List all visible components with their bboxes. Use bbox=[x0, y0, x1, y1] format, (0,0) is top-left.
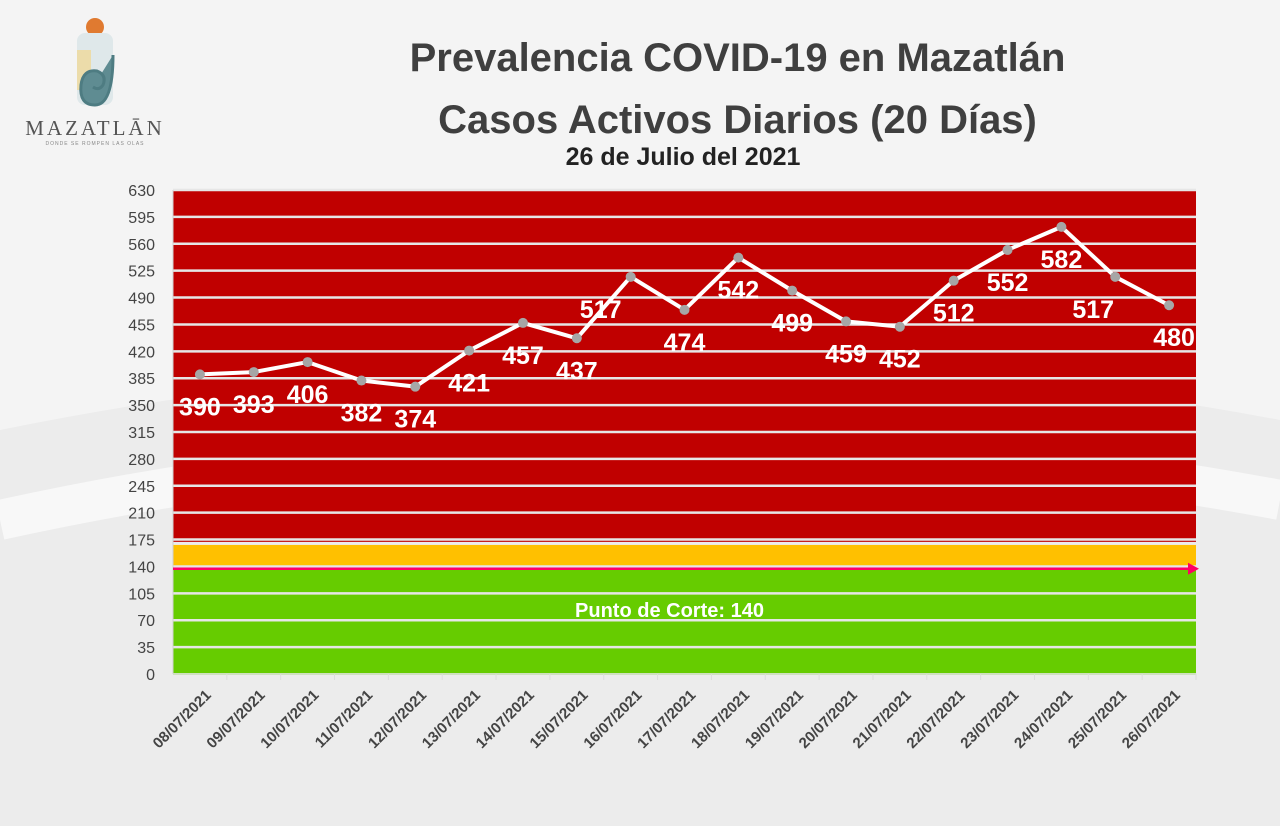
data-point bbox=[1110, 271, 1121, 282]
y-tick-label: 105 bbox=[128, 586, 155, 603]
data-label: 457 bbox=[502, 342, 544, 370]
logo-wordmark: MAZATLĀN bbox=[25, 116, 165, 140]
data-point bbox=[787, 285, 798, 296]
data-label: 459 bbox=[825, 340, 867, 368]
data-point bbox=[571, 333, 582, 344]
y-tick-label: 280 bbox=[128, 452, 155, 469]
data-point bbox=[194, 369, 205, 380]
data-point bbox=[356, 375, 367, 386]
y-tick-label: 315 bbox=[128, 425, 155, 442]
chart-date: 26 de Julio del 2021 bbox=[565, 143, 801, 171]
y-tick-label: 490 bbox=[128, 291, 155, 308]
data-label: 406 bbox=[287, 381, 329, 409]
y-tick-label: 245 bbox=[128, 479, 155, 496]
data-point bbox=[894, 321, 905, 332]
data-point bbox=[302, 357, 313, 368]
data-label: 390 bbox=[179, 393, 221, 421]
logo-tagline: DONDE SE ROMPEN LAS OLAS bbox=[45, 141, 145, 147]
mazatlan-logo: MAZATLĀN DONDE SE ROMPEN LAS OLAS bbox=[20, 15, 170, 147]
y-tick-label: 350 bbox=[128, 398, 155, 415]
data-label: 499 bbox=[771, 310, 813, 338]
data-point bbox=[248, 367, 259, 378]
data-point bbox=[948, 275, 959, 286]
y-tick-label: 385 bbox=[128, 371, 155, 388]
data-label: 452 bbox=[879, 346, 921, 374]
data-point bbox=[625, 271, 636, 282]
y-tick-label: 630 bbox=[128, 183, 155, 200]
threshold-arrow-icon bbox=[1188, 562, 1199, 575]
data-label: 374 bbox=[394, 406, 436, 434]
data-point bbox=[517, 317, 528, 328]
data-point bbox=[1056, 221, 1067, 232]
data-point bbox=[1002, 244, 1013, 255]
data-point bbox=[1164, 300, 1175, 311]
data-point bbox=[410, 381, 421, 392]
threshold-label: Punto de Corte: 140 bbox=[575, 600, 764, 622]
data-label: 512 bbox=[933, 300, 975, 328]
data-label: 393 bbox=[233, 391, 275, 419]
y-tick-label: 560 bbox=[128, 237, 155, 254]
chart-subtitle: Casos Activos Diarios (20 Días) bbox=[438, 98, 1037, 142]
band-2 bbox=[173, 190, 1196, 542]
y-tick-label: 175 bbox=[128, 533, 155, 550]
data-label: 437 bbox=[556, 357, 598, 385]
y-tick-label: 140 bbox=[128, 559, 155, 576]
y-tick-label: 70 bbox=[137, 613, 155, 630]
data-label: 382 bbox=[341, 400, 383, 428]
y-tick-label: 455 bbox=[128, 317, 155, 334]
data-label: 517 bbox=[580, 296, 622, 324]
y-tick-label: 595 bbox=[128, 210, 155, 227]
data-point bbox=[841, 316, 852, 327]
data-point bbox=[679, 304, 690, 315]
y-tick-label: 420 bbox=[128, 344, 155, 361]
band-1 bbox=[173, 544, 1196, 567]
data-label: 517 bbox=[1072, 296, 1114, 324]
data-point bbox=[464, 345, 475, 356]
y-tick-label: 525 bbox=[128, 264, 155, 281]
y-tick-label: 0 bbox=[146, 667, 155, 684]
chart-title: Prevalencia COVID-19 en Mazatlán bbox=[409, 36, 1066, 80]
data-label: 552 bbox=[987, 269, 1029, 297]
y-tick-label: 210 bbox=[128, 506, 155, 523]
data-label: 480 bbox=[1153, 324, 1195, 352]
data-label: 474 bbox=[664, 329, 706, 357]
data-label: 421 bbox=[448, 370, 490, 398]
data-label: 582 bbox=[1041, 246, 1083, 274]
y-tick-label: 35 bbox=[137, 640, 155, 657]
data-label: 542 bbox=[717, 277, 759, 305]
logo-shell-icon bbox=[77, 18, 115, 107]
data-point bbox=[733, 252, 744, 263]
